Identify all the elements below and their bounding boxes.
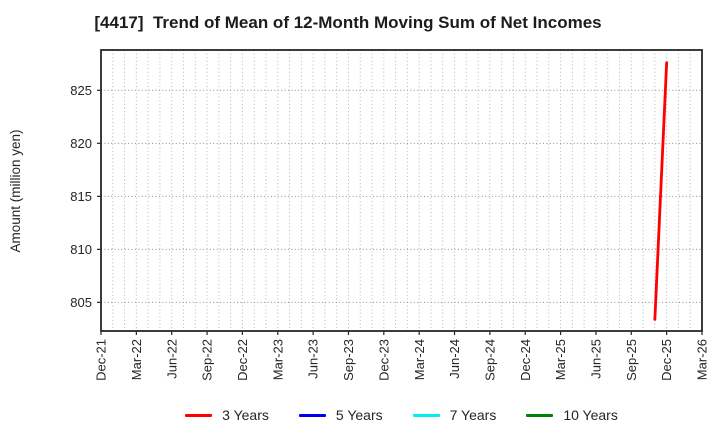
legend-label-3-years: 3 Years <box>222 407 269 423</box>
y-tick-label: 810 <box>70 242 92 257</box>
x-tick-label: Dec-25 <box>659 339 674 381</box>
y-tick-label: 815 <box>70 189 92 204</box>
legend-swatch-5-years <box>298 413 326 417</box>
legend-item-5-years: 5 Years <box>298 407 383 423</box>
x-tick-label: Sep-23 <box>341 339 356 381</box>
legend-swatch-3-years <box>185 413 213 417</box>
y-tick-label: 805 <box>70 295 92 310</box>
x-tick-label: Mar-22 <box>129 339 144 380</box>
x-tick-label: Sep-22 <box>200 339 215 381</box>
legend-item-7-years: 7 Years <box>412 407 497 423</box>
legend-swatch-7-years <box>412 413 440 417</box>
x-tick-label: Sep-25 <box>624 339 639 381</box>
legend-label-7-years: 7 Years <box>449 407 497 423</box>
x-tick-label: Dec-22 <box>235 339 250 381</box>
chart-title: [4417] Trend of Mean of 12-Month Moving … <box>94 13 602 32</box>
x-tick-label: Jun-22 <box>164 339 179 379</box>
x-tick-label: Jun-24 <box>447 339 462 379</box>
legend-item-3-years: 3 Years <box>185 407 269 423</box>
x-tick-label: Mar-23 <box>270 339 285 380</box>
legend-label-5-years: 5 Years <box>335 407 383 423</box>
legend-label-10-years: 10 Years <box>563 407 618 423</box>
x-tick-label: Sep-24 <box>482 339 497 381</box>
y-tick-label: 825 <box>70 83 92 98</box>
x-tick-label: Mar-26 <box>695 339 710 380</box>
plot-border <box>100 49 703 332</box>
x-tick-label: Jun-23 <box>306 339 321 379</box>
y-tick-label: 820 <box>70 136 92 151</box>
x-tick-label: Mar-24 <box>412 339 427 380</box>
series-line-3-years <box>653 61 669 321</box>
x-tick-label: Mar-25 <box>553 339 568 380</box>
legend: 3 Years 5 Years 7 Years 10 Years <box>101 403 702 427</box>
x-tick-label: Dec-24 <box>518 339 533 381</box>
legend-swatch-10-years <box>526 413 554 417</box>
x-tick-label: Dec-21 <box>94 339 109 381</box>
x-tick-label: Dec-23 <box>376 339 391 381</box>
legend-item-10-years: 10 Years <box>526 407 618 423</box>
x-tick-label: Jun-25 <box>589 339 604 379</box>
